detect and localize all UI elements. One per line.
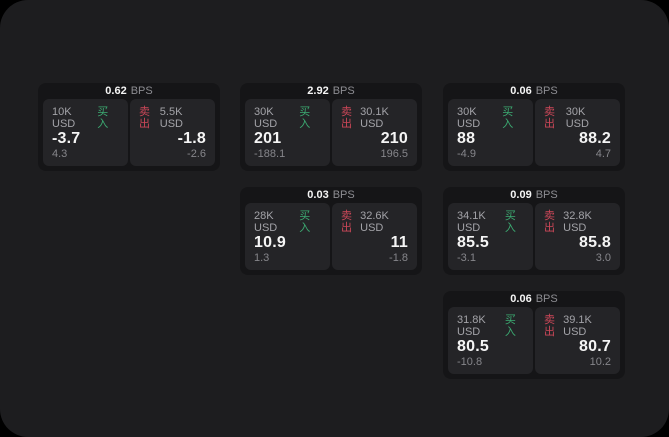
sell-side-label: 卖出 (341, 106, 352, 130)
card-header: 0.03 BPS (240, 187, 422, 203)
sell-price: 11 (390, 234, 408, 251)
sell-amount: 30.1K USD (360, 106, 389, 130)
sell-price: -1.8 (177, 130, 206, 147)
buy-sell-panels: 31.8K USD 买入 80.5 -10.8 卖出 39.1K USD 80.… (443, 307, 625, 379)
buy-delta: -3.1 (457, 252, 476, 264)
buy-side-label: 买入 (299, 106, 311, 130)
quote-card: 0.06 BPS 30K USD 买入 88 -4.9 卖出 30K USD 8… (443, 83, 625, 171)
sell-amount: 32.6K USD (360, 210, 389, 234)
buy-delta: -10.8 (457, 356, 483, 368)
buy-panel[interactable]: 31.8K USD 买入 80.5 -10.8 (448, 307, 533, 374)
buy-sell-panels: 30K USD 买入 201 -188.1 卖出 30.1K USD 210 1… (240, 99, 422, 171)
quote-card: 0.06 BPS 31.8K USD 买入 80.5 -10.8 卖出 39.1… (443, 291, 625, 379)
sell-amount: 5.5K USD (159, 106, 184, 130)
bps-unit-label: BPS (535, 85, 558, 97)
card-header: 0.06 BPS (443, 83, 625, 99)
sell-delta: -2.6 (187, 148, 206, 160)
buy-price: 85.5 (457, 234, 489, 251)
buy-amount: 30K USD (254, 106, 278, 130)
buy-side-label: 买入 (504, 314, 516, 338)
buy-panel[interactable]: 30K USD 买入 201 -188.1 (245, 99, 330, 166)
buy-panel[interactable]: 34.1K USD 买入 85.5 -3.1 (448, 203, 533, 270)
buy-side-label: 买入 (97, 106, 109, 130)
buy-side-label: 买入 (504, 210, 516, 234)
sell-delta: 3.0 (595, 252, 611, 264)
sell-side-label: 卖出 (544, 106, 555, 130)
bps-value: 0.03 (307, 189, 329, 201)
sell-amount: 30K USD (565, 106, 589, 130)
buy-amount: 10K USD (52, 106, 76, 130)
buy-panel[interactable]: 28K USD 买入 10.9 1.3 (245, 203, 330, 270)
buy-amount: 31.8K USD (457, 314, 486, 338)
buy-price: 88 (457, 130, 476, 147)
bps-value: 2.92 (307, 85, 329, 97)
buy-side-label: 买入 (299, 210, 311, 234)
buy-delta: -188.1 (254, 148, 286, 160)
buy-price: 201 (254, 130, 282, 147)
buy-side-label: 买入 (502, 106, 514, 130)
sell-panel[interactable]: 卖出 39.1K USD 80.7 10.2 (535, 307, 620, 374)
bps-unit-label: BPS (332, 85, 355, 97)
quote-card: 0.62 BPS 10K USD 买入 -3.7 4.3 卖出 5.5K USD… (38, 83, 220, 171)
sell-side-label: 卖出 (544, 314, 555, 338)
bps-unit-label: BPS (332, 189, 355, 201)
buy-sell-panels: 30K USD 买入 88 -4.9 卖出 30K USD 88.2 4.7 (443, 99, 625, 171)
quote-card: 0.09 BPS 34.1K USD 买入 85.5 -3.1 卖出 32.8K… (443, 187, 625, 275)
sell-side-label: 卖出 (544, 210, 555, 234)
buy-sell-panels: 34.1K USD 买入 85.5 -3.1 卖出 32.8K USD 85.8… (443, 203, 625, 275)
sell-price: 88.2 (579, 130, 611, 147)
sell-panel[interactable]: 卖出 5.5K USD -1.8 -2.6 (130, 99, 215, 166)
bps-value: 0.09 (510, 189, 532, 201)
sell-delta: 4.7 (595, 148, 611, 160)
buy-sell-panels: 28K USD 买入 10.9 1.3 卖出 32.6K USD 11 -1.8 (240, 203, 422, 275)
sell-amount: 39.1K USD (563, 314, 592, 338)
bps-value: 0.06 (510, 293, 532, 305)
bps-value: 0.06 (510, 85, 532, 97)
buy-amount: 30K USD (457, 106, 481, 130)
buy-price: 80.5 (457, 338, 489, 355)
buy-delta: 4.3 (52, 148, 68, 160)
buy-panel[interactable]: 10K USD 买入 -3.7 4.3 (43, 99, 128, 166)
sell-panel[interactable]: 卖出 32.6K USD 11 -1.8 (332, 203, 417, 270)
bps-unit-label: BPS (130, 85, 153, 97)
sell-delta: 10.2 (589, 356, 611, 368)
sell-side-label: 卖出 (139, 106, 150, 130)
sell-price: 80.7 (579, 338, 611, 355)
buy-delta: 1.3 (254, 252, 270, 264)
buy-amount: 28K USD (254, 210, 278, 234)
bps-unit-label: BPS (535, 293, 558, 305)
sell-delta: 196.5 (380, 148, 408, 160)
sell-side-label: 卖出 (341, 210, 352, 234)
bps-value: 0.62 (105, 85, 127, 97)
card-header: 0.09 BPS (443, 187, 625, 203)
quote-card: 0.03 BPS 28K USD 买入 10.9 1.3 卖出 32.6K US… (240, 187, 422, 275)
bps-unit-label: BPS (535, 189, 558, 201)
buy-price: 10.9 (254, 234, 286, 251)
quote-card: 2.92 BPS 30K USD 买入 201 -188.1 卖出 30.1K … (240, 83, 422, 171)
buy-amount: 34.1K USD (457, 210, 486, 234)
sell-panel[interactable]: 卖出 30K USD 88.2 4.7 (535, 99, 620, 166)
buy-delta: -4.9 (457, 148, 476, 160)
card-header: 0.06 BPS (443, 291, 625, 307)
sell-price: 210 (380, 130, 408, 147)
card-header: 2.92 BPS (240, 83, 422, 99)
buy-panel[interactable]: 30K USD 买入 88 -4.9 (448, 99, 533, 166)
sell-panel[interactable]: 卖出 32.8K USD 85.8 3.0 (535, 203, 620, 270)
buy-price: -3.7 (52, 130, 81, 147)
sell-panel[interactable]: 卖出 30.1K USD 210 196.5 (332, 99, 417, 166)
card-header: 0.62 BPS (38, 83, 220, 99)
buy-sell-panels: 10K USD 买入 -3.7 4.3 卖出 5.5K USD -1.8 -2.… (38, 99, 220, 171)
sell-delta: -1.8 (389, 252, 408, 264)
sell-amount: 32.8K USD (563, 210, 592, 234)
sell-price: 85.8 (579, 234, 611, 251)
